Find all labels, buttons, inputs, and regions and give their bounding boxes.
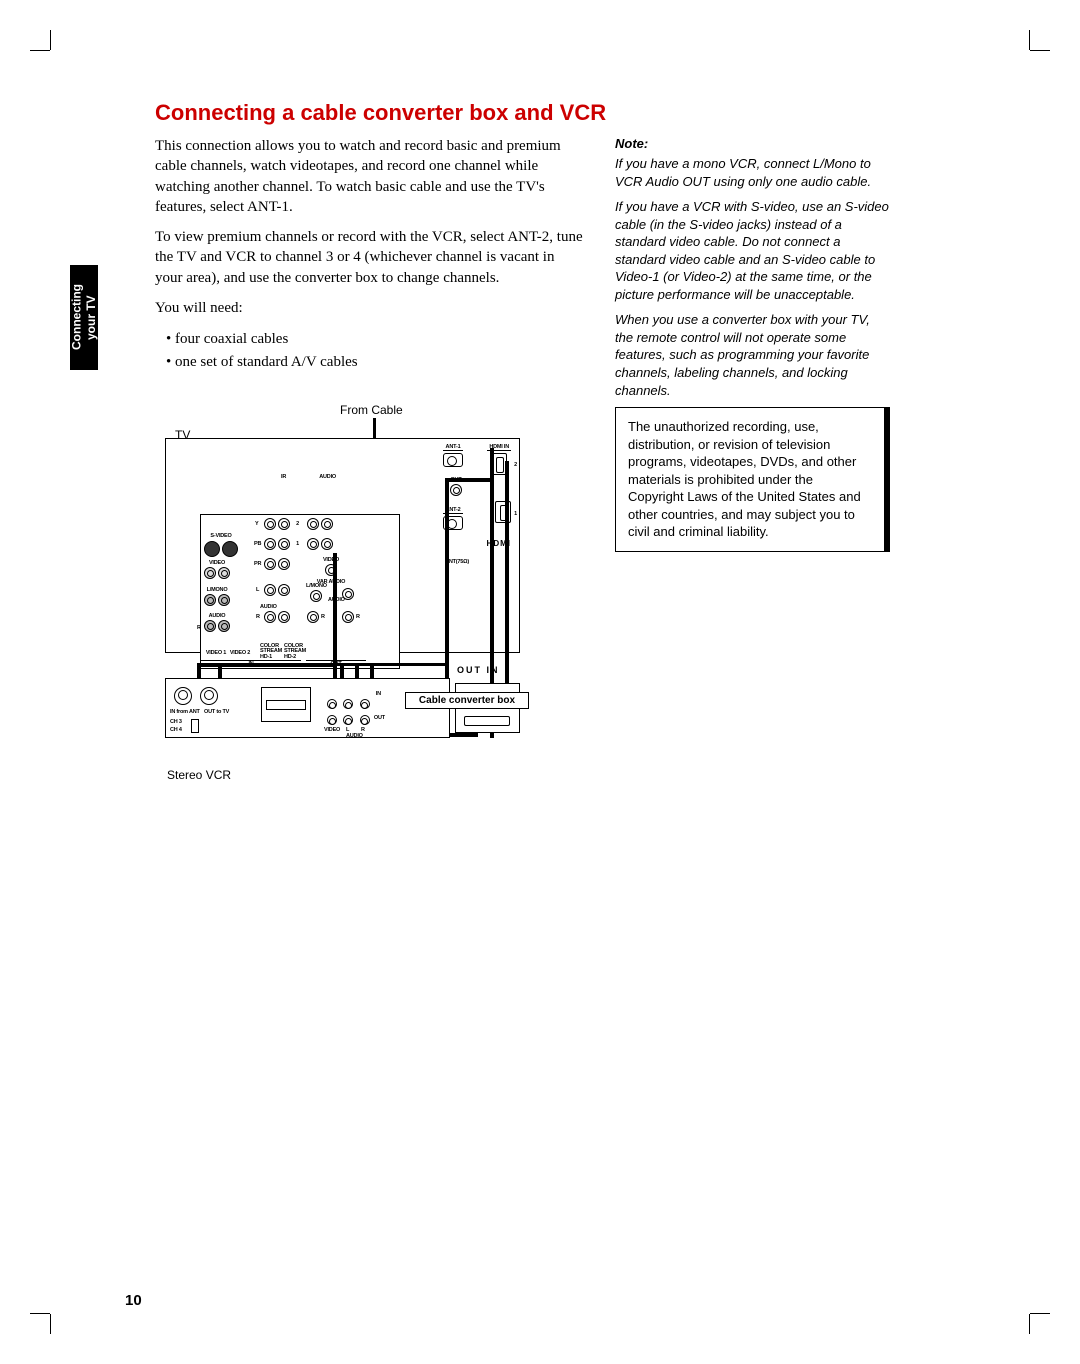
out-r: R R (306, 610, 320, 626)
out-in-label: OUT IN (457, 665, 500, 675)
vcr-in-label: IN from ANT (170, 709, 200, 715)
port-ant1: ANT-1 (443, 444, 463, 469)
port-ir-audio: IRAUDIO (281, 474, 336, 480)
row-pr: PR (263, 557, 291, 573)
label-stereo-vcr: Stereo VCR (167, 768, 231, 782)
row-2-out (306, 517, 334, 533)
note-paragraph: If you have a mono VCR, connect L/Mono t… (615, 155, 890, 190)
crop-mark (30, 30, 60, 60)
video-row: VIDEO (203, 560, 231, 582)
video-out: VIDEO VAR AUDIO (306, 557, 356, 585)
connection-diagram: From Cable TV ANT-1 HDMI IN 2 (155, 403, 555, 803)
cable-line (445, 478, 490, 482)
vcr-coax (174, 687, 218, 710)
list-item: four coaxial cables (180, 328, 585, 351)
section-heading: Connecting a cable converter box and VCR (155, 100, 990, 126)
lmono-row: L/MONO (203, 587, 231, 609)
svideo-row: S-VIDEO (203, 533, 239, 560)
warning-box: The unauthorized recording, use, distrib… (615, 407, 890, 552)
bottom-labels-1: VIDEO 1VIDEO 2 (204, 650, 252, 656)
crop-mark (1020, 30, 1050, 60)
cable-line (218, 663, 448, 666)
vcr-video-label: VIDEO (324, 727, 340, 733)
out-lmono: L/MONO AUDIO (306, 583, 327, 605)
crop-mark (30, 1304, 60, 1334)
vcr-cassette (261, 687, 311, 722)
tv-inner-panel: Y 2 S-VIDEO (200, 514, 400, 669)
chapter-tab: Connecting your TV (70, 265, 98, 370)
row-1-out (306, 537, 334, 553)
note-paragraph: If you have a VCR with S-video, use an S… (615, 198, 890, 303)
vcr-ch4: CH 4 (170, 727, 182, 733)
note-paragraph: When you use a converter box with your T… (615, 311, 890, 399)
right-column: Note: If you have a mono VCR, connect L/… (615, 136, 890, 803)
row-y: Y 2 (263, 517, 291, 533)
needs-list: four coaxial cables one set of standard … (155, 328, 585, 373)
paragraph: This connection allows you to watch and … (155, 136, 585, 217)
audio-l-row: L (263, 583, 291, 599)
note-heading: Note: (615, 136, 890, 151)
bottom-labels-2: COLOR STREAM HD-1COLOR STREAM HD-2 (259, 644, 307, 661)
two-column-layout: This connection allows you to watch and … (155, 136, 990, 803)
vcr-out-label: OUT to TV (204, 709, 229, 715)
cable-line (505, 461, 509, 685)
left-column: This connection allows you to watch and … (155, 136, 585, 803)
page-content: Connecting your TV Connecting a cable co… (90, 100, 990, 803)
vcr-switch (191, 719, 199, 733)
cable-converter-label: Cable converter box (405, 692, 529, 709)
page-number: 10 (125, 1292, 142, 1309)
vcr-audio-label: AUDIO (346, 733, 363, 739)
label-from-cable: From Cable (340, 403, 403, 417)
list-item: one set of standard A/V cables (180, 351, 585, 374)
main-content: Connecting a cable converter box and VCR… (155, 100, 990, 803)
crop-mark (1020, 1304, 1050, 1334)
audio-r-row: R AUDIO (263, 610, 291, 626)
row-pb: PB 1 (263, 537, 291, 553)
vcr-ch3: CH 3 (170, 719, 182, 725)
paragraph: You will need: (155, 298, 585, 318)
paragraph: To view premium channels or record with … (155, 227, 585, 288)
tv-back-panel: ANT-1 HDMI IN 2 OUT (165, 438, 520, 653)
r-row: AUDIO R (203, 613, 231, 635)
